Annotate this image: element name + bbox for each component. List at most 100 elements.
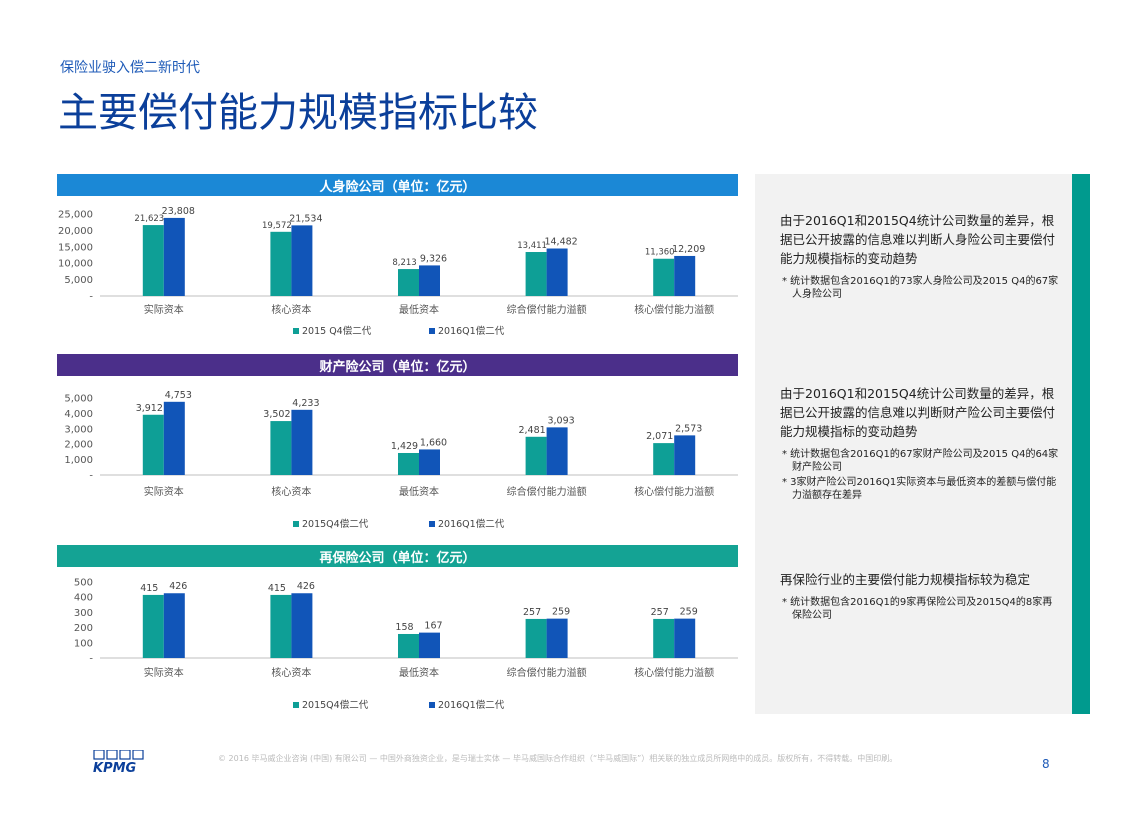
x-category-label: 综合偿付能力溢额 (507, 485, 587, 498)
note-life-main: 由于2016Q1和2015Q4统计公司数量的差异，根据已公开披露的信息难以判断人… (780, 213, 1056, 266)
data-label: 19,572 (262, 221, 292, 231)
data-label: 259 (680, 607, 698, 618)
legend-label: 2015Q4偿二代 (302, 699, 369, 711)
bar-q1-2016 (419, 632, 440, 658)
bar-q4-2015 (270, 594, 292, 658)
y-tick-label: 4,000 (64, 409, 93, 420)
y-tick-label: 25,000 (58, 210, 93, 221)
bar-q1-2016 (291, 409, 313, 475)
x-category-label: 综合偿付能力溢额 (507, 666, 587, 679)
legend-swatch (293, 328, 299, 334)
legend-swatch (293, 702, 299, 708)
page-subtitle: 保险业驶入偿二新时代 (60, 60, 200, 76)
y-tick-label: 500 (74, 578, 93, 589)
bar-q4-2015 (398, 633, 419, 658)
bar-q4-2015 (653, 258, 675, 296)
x-category-label: 最低资本 (399, 485, 439, 498)
data-label: 415 (140, 583, 158, 594)
y-tick-label: - (89, 471, 93, 482)
data-label: 1,429 (391, 441, 418, 452)
data-label: 21,534 (289, 213, 322, 224)
page-number: 8 (1042, 757, 1050, 771)
bar-q1-2016 (546, 427, 568, 475)
data-label: 426 (297, 581, 315, 592)
note-property-sub-2: * 3家财产险公司2016Q1实际资本与最低资本的差额与偿付能力溢额存在差异 (782, 477, 1057, 501)
bar-q1-2016 (546, 618, 568, 658)
note-reinsurance-sub-1: * 统计数据包含2016Q1的9家再保险公司及2015Q4的8家再保险公司 (782, 597, 1053, 621)
data-label: 1,660 (420, 437, 447, 448)
bar-q1-2016 (419, 265, 440, 296)
y-tick-label: 3,000 (64, 424, 93, 435)
data-label: 11,360 (645, 248, 675, 258)
y-tick-label: 400 (74, 593, 93, 604)
y-tick-label: 20,000 (58, 226, 93, 237)
data-label: 257 (523, 607, 541, 618)
data-label: 257 (651, 607, 669, 618)
x-category-label: 实际资本 (144, 303, 184, 316)
bar-q4-2015 (142, 414, 164, 475)
note-property: 由于2016Q1和2015Q4统计公司数量的差异，根据已公开披露的信息难以判断财… (780, 384, 1062, 502)
page-title: 主要偿付能力规模指标比较 (58, 90, 538, 136)
bar-q1-2016 (419, 449, 440, 475)
data-label: 14,482 (544, 236, 577, 247)
bar-q4-2015 (270, 231, 292, 296)
chart-header-reinsurance: 再保险公司（单位：亿元） (57, 545, 738, 567)
kpmg-logo-text: KPMG (93, 761, 137, 776)
bar-q4-2015 (653, 443, 675, 475)
x-category-label: 实际资本 (144, 666, 184, 679)
x-category-label: 核心偿付能力溢额 (634, 666, 714, 679)
x-category-label: 最低资本 (399, 666, 439, 679)
y-tick-label: - (89, 654, 93, 665)
x-category-label: 核心资本 (271, 303, 311, 316)
y-tick-label: 5,000 (64, 275, 93, 286)
legend-swatch (429, 521, 435, 527)
x-category-label: 综合偿付能力溢额 (507, 303, 587, 316)
data-label: 2,481 (518, 425, 545, 436)
x-category-label: 最低资本 (399, 303, 439, 316)
legend-swatch (429, 328, 435, 334)
y-tick-label: 15,000 (58, 242, 93, 253)
bar-q1-2016 (674, 618, 696, 658)
x-category-label: 实际资本 (144, 485, 184, 498)
x-category-label: 核心资本 (271, 666, 311, 679)
data-label: 23,808 (162, 206, 195, 217)
bar-q1-2016 (163, 593, 185, 658)
data-label: 426 (169, 581, 187, 592)
x-category-label: 核心偿付能力溢额 (634, 303, 714, 316)
data-label: 3,093 (547, 415, 574, 426)
data-label: 167 (424, 621, 442, 632)
data-label: 2,573 (675, 423, 702, 434)
data-label: 12,209 (672, 244, 705, 255)
y-tick-label: 2,000 (64, 440, 93, 451)
legend-label: 2016Q1偿二代 (438, 518, 505, 530)
note-reinsurance: 再保险行业的主要偿付能力规模指标较为稳定 * 统计数据包含2016Q1的9家再保… (780, 570, 1062, 622)
commentary-panel (755, 174, 1072, 714)
note-life-sub-1: * 统计数据包含2016Q1的73家人身险公司及2015 Q4的67家人身险公司 (782, 276, 1059, 300)
data-label: 259 (552, 607, 570, 618)
bar-q1-2016 (546, 248, 568, 296)
bar-q1-2016 (163, 401, 185, 475)
chart-svg-life: - 5,000 10,000 15,000 20,000 25,000 实际资本 21,623… (58, 206, 738, 337)
note-life: 由于2016Q1和2015Q4统计公司数量的差异，根据已公开披露的信息难以判断人… (780, 211, 1062, 301)
data-label: 13,411 (517, 241, 547, 251)
y-tick-label: 300 (74, 608, 93, 619)
bar-q1-2016 (674, 435, 696, 475)
kpmg-logo: KPMG (93, 750, 144, 776)
data-label: 21,623 (134, 214, 164, 224)
legend-swatch (293, 521, 299, 527)
data-label: 8,213 (392, 258, 416, 268)
footer-copyright: © 2016 毕马威企业咨询 (中国) 有限公司 — 中国外商独资企业，是与瑞士… (218, 754, 898, 763)
data-label: 2,071 (646, 431, 673, 442)
data-label: 9,326 (420, 253, 447, 264)
chart-header-property: 财产险公司（单位：亿元） (57, 354, 738, 376)
bar-q4-2015 (398, 269, 419, 296)
chart-svg-property: - 1,000 2,000 3,000 4,000 5,000 实际资本 3,9124,753… (64, 390, 738, 530)
note-reinsurance-main: 再保险行业的主要偿付能力规模指标较为稳定 (780, 572, 1031, 587)
bar-q4-2015 (398, 452, 419, 475)
bar-q4-2015 (525, 436, 547, 475)
data-label: 4,233 (292, 398, 319, 409)
bar-q4-2015 (653, 618, 675, 658)
bar-q1-2016 (291, 225, 313, 296)
bar-q4-2015 (525, 618, 547, 658)
legend-label: 2015Q4偿二代 (302, 518, 369, 530)
